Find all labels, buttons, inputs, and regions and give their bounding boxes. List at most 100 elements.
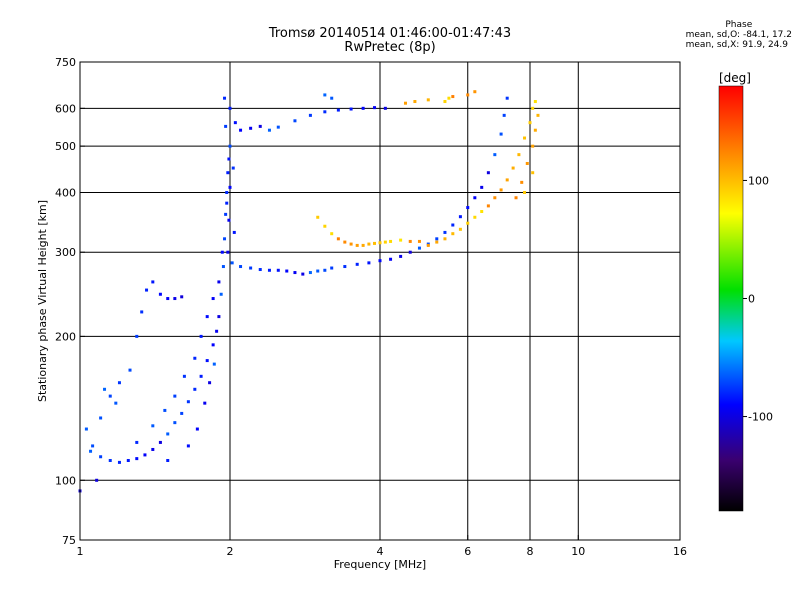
scatter-point [166, 297, 170, 301]
scatter-point [95, 478, 99, 482]
scatter-point [514, 196, 518, 200]
scatter-point [466, 221, 470, 225]
scatter-point [499, 132, 503, 136]
scatter-point [151, 447, 155, 451]
scatter-point [225, 190, 229, 194]
scatter-point [276, 125, 280, 129]
scatter-point [528, 121, 532, 125]
scatter-point [249, 266, 253, 270]
scatter-point [293, 119, 297, 123]
scatter-point [533, 100, 537, 104]
scatter-point [458, 215, 462, 219]
scatter-point [239, 128, 243, 132]
scatter-point [417, 246, 421, 250]
scatter-point [505, 178, 509, 182]
scatter-point [525, 161, 529, 165]
scatter-point [223, 237, 227, 241]
scatter-point [466, 206, 470, 210]
scatter-point [135, 334, 139, 338]
scatter-point [114, 401, 118, 405]
scatter-point [466, 93, 470, 97]
scatter-point [233, 121, 237, 125]
scatter-point [199, 334, 203, 338]
scatter-point [108, 394, 112, 398]
x-tick-label: 6 [464, 545, 471, 558]
scatter-point [408, 239, 412, 243]
scatter-point [336, 237, 340, 241]
scatter-point [520, 180, 524, 184]
scatter-point [355, 262, 359, 266]
scatter-point [151, 424, 155, 428]
scatter-point [367, 242, 371, 246]
scatter-point [373, 241, 377, 245]
scatter-point [417, 239, 421, 243]
x-tick-label: 10 [571, 545, 585, 558]
scatter-point [195, 427, 199, 431]
scatter-point [323, 93, 327, 97]
scatter-point [493, 153, 497, 157]
scatter-point [186, 444, 190, 448]
scatter-point [180, 411, 184, 415]
scatter-point [158, 440, 162, 444]
chart-subtitle: RwPretec (8p) [344, 40, 436, 55]
scatter-point [301, 272, 305, 276]
scatter-point [531, 171, 535, 175]
y-tick-label: 400 [55, 186, 76, 199]
scatter-point [108, 458, 112, 462]
scatter-point [451, 223, 455, 227]
scatter-point [232, 230, 236, 234]
scatter-point [361, 106, 365, 110]
scatter-point [447, 96, 451, 100]
axis-ticks: 1 2 4 6 8 10 16 75 100 200 300 400 500 600 750 [55, 56, 687, 558]
chart-title: Tromsø 20140514 01:46:00-01:47:43 [268, 26, 512, 41]
scatter-point [531, 144, 535, 148]
scatter-point [140, 310, 144, 314]
scatter-point [267, 268, 271, 272]
y-tick-label: 100 [55, 474, 76, 487]
scatter-point [458, 227, 462, 231]
scatter-point [99, 455, 103, 459]
scatter-point [523, 136, 527, 140]
scatter-point [505, 96, 509, 100]
scatter-point [91, 444, 95, 448]
scatter-point [220, 250, 224, 254]
scatter-point [293, 271, 297, 275]
colorbar [718, 85, 744, 512]
scatter-point [473, 215, 477, 219]
scatter-point [443, 100, 447, 104]
scatter-point [117, 460, 121, 464]
scatter-point [389, 239, 393, 243]
scatter-points [78, 90, 540, 493]
scatter-point [523, 190, 527, 194]
scatter-point [399, 254, 403, 258]
scatter-point [323, 224, 327, 228]
scatter-point [389, 257, 393, 261]
scatter-point [480, 185, 484, 189]
scatter-point [117, 381, 121, 385]
scatter-point [473, 196, 477, 200]
scatter-point [186, 400, 190, 404]
y-tick-label: 500 [55, 140, 76, 153]
scatter-point [128, 368, 132, 372]
scatter-point [383, 106, 387, 110]
scatter-point [231, 166, 235, 170]
scatter-point [249, 126, 253, 130]
scatter-point [316, 269, 320, 273]
scatter-point [211, 343, 215, 347]
y-tick-label: 750 [55, 56, 76, 69]
scatter-point [367, 261, 371, 265]
scatter-point [224, 124, 228, 128]
x-tick-label: 16 [673, 545, 687, 558]
scatter-point [103, 387, 107, 391]
scatter-point [536, 113, 540, 117]
y-tick-label: 200 [55, 330, 76, 343]
scatter-point [435, 240, 439, 244]
x-tick-label: 1 [77, 545, 84, 558]
scatter-point [180, 295, 184, 299]
scatter-point [173, 421, 177, 425]
scatter-point [336, 108, 340, 112]
scatter-point [225, 201, 229, 205]
scatter-point [84, 427, 88, 431]
colorbar-label: [deg] [719, 71, 751, 85]
scatter-point [316, 215, 320, 219]
